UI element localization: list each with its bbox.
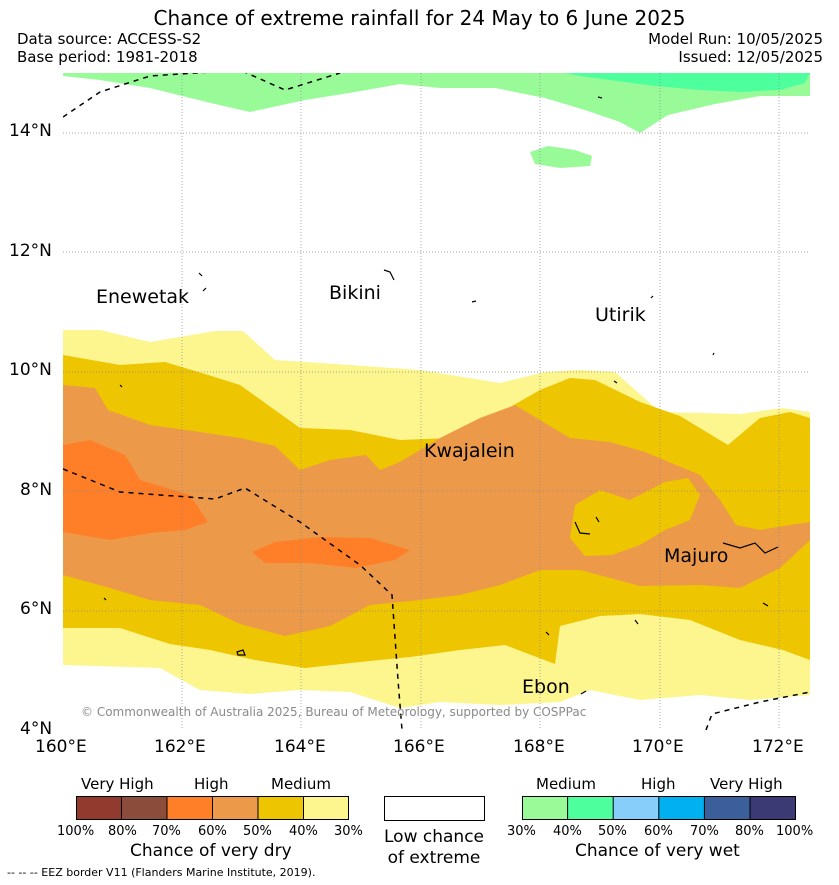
wet-swatch-40-50 [567, 796, 614, 820]
dry-tick-50: 50% [243, 824, 272, 839]
eez-border-lines [63, 73, 810, 730]
lat-label-8n: 8°N [20, 480, 53, 500]
wet-tick-70: 70% [690, 824, 719, 839]
model-run-label: Model Run: 10/05/2025 [648, 30, 823, 48]
map-fill-layer [63, 73, 810, 730]
wet-colorbar [522, 796, 796, 820]
wet-tick-50: 50% [598, 824, 627, 839]
dry-high-light-region [63, 385, 810, 636]
place-label-enewetak: Enewetak [96, 286, 190, 308]
lat-label-12n: 12°N [9, 241, 52, 261]
wet-tick-100: 100% [776, 824, 814, 839]
dry-high-region-central [252, 537, 410, 568]
wet-category-high: High [641, 775, 676, 793]
low-chance-line-2: of extreme [387, 848, 481, 868]
lat-label-14n: 14°N [9, 121, 52, 141]
wet-swatch-60-70 [658, 796, 705, 820]
low-chance-line-1: Low chance [384, 827, 484, 847]
wet-legend-title: Chance of very wet [575, 841, 740, 861]
dry-medium-pocket [570, 478, 700, 556]
place-label-bikini: Bikini [329, 282, 381, 304]
wet-medium-small-region [530, 146, 592, 168]
wet-tick-30: 30% [507, 824, 536, 839]
dry-swatch-60-50 [212, 796, 258, 820]
dry-tick-40: 40% [289, 824, 318, 839]
island-outlines [103, 96, 779, 695]
eez-border-note: -- -- -- EEZ border V11 (Flanders Marine… [7, 866, 316, 879]
lon-label-160e: 160°E [35, 737, 87, 757]
dry-swatch-70-60 [167, 796, 213, 820]
place-label-kwajalein: Kwajalein [424, 440, 515, 462]
dry-tick-100: 100% [57, 824, 95, 839]
lon-label-166e: 166°E [393, 737, 445, 757]
lon-label-172e: 172°E [752, 737, 804, 757]
wet-category-medium: Medium [536, 775, 596, 793]
wet-swatch-80-100 [750, 796, 796, 820]
lat-label-10n: 10°N [9, 360, 52, 380]
issued-label: Issued: 12/05/2025 [678, 48, 823, 66]
base-period-label: Base period: 1981-2018 [17, 48, 198, 66]
dry-high-region [63, 440, 208, 540]
lon-label-164e: 164°E [274, 737, 326, 757]
wet-tick-40: 40% [553, 824, 582, 839]
dry-swatch-40-30 [303, 796, 349, 820]
lat-label-4n: 4°N [20, 719, 53, 739]
wet-medium-high-region [565, 73, 810, 92]
dry-category-medium: Medium [271, 775, 331, 793]
dry-legend-title: Chance of very dry [130, 841, 292, 861]
wet-swatch-70-80 [704, 796, 750, 820]
dry-tick-60: 60% [198, 824, 227, 839]
dry-colorbar [76, 796, 349, 820]
wet-tick-60: 60% [644, 824, 673, 839]
page-title: Chance of extreme rainfall for 24 May to… [153, 6, 686, 30]
wet-category-very-high: Very High [710, 775, 783, 793]
dry-swatch-80-70 [121, 796, 167, 820]
wet-medium-region [63, 73, 810, 133]
lon-label-162e: 162°E [154, 737, 206, 757]
place-label-ebon: Ebon [522, 676, 570, 698]
dry-swatch-50-40 [258, 796, 304, 820]
dry-category-very-high: Very High [81, 775, 154, 793]
place-label-utirik: Utirik [595, 304, 646, 326]
wet-tick-80: 80% [735, 824, 764, 839]
data-source-label: Data source: ACCESS-S2 [17, 30, 202, 48]
wet-swatch-30-40 [522, 796, 568, 820]
lon-label-168e: 168°E [513, 737, 565, 757]
low-chance-swatch [384, 796, 485, 821]
dry-tick-80: 80% [108, 824, 137, 839]
lon-label-170e: 170°E [632, 737, 684, 757]
dry-swatch-100-80 [76, 796, 122, 820]
copyright-notice: © Commonwealth of Australia 2025, Bureau… [81, 705, 587, 719]
dry-tick-30: 30% [334, 824, 363, 839]
place-label-majuro: Majuro [664, 545, 729, 567]
wet-swatch-50-60 [613, 796, 659, 820]
dry-tick-70: 70% [152, 824, 181, 839]
dry-category-high: High [194, 775, 229, 793]
lat-label-6n: 6°N [20, 599, 53, 619]
